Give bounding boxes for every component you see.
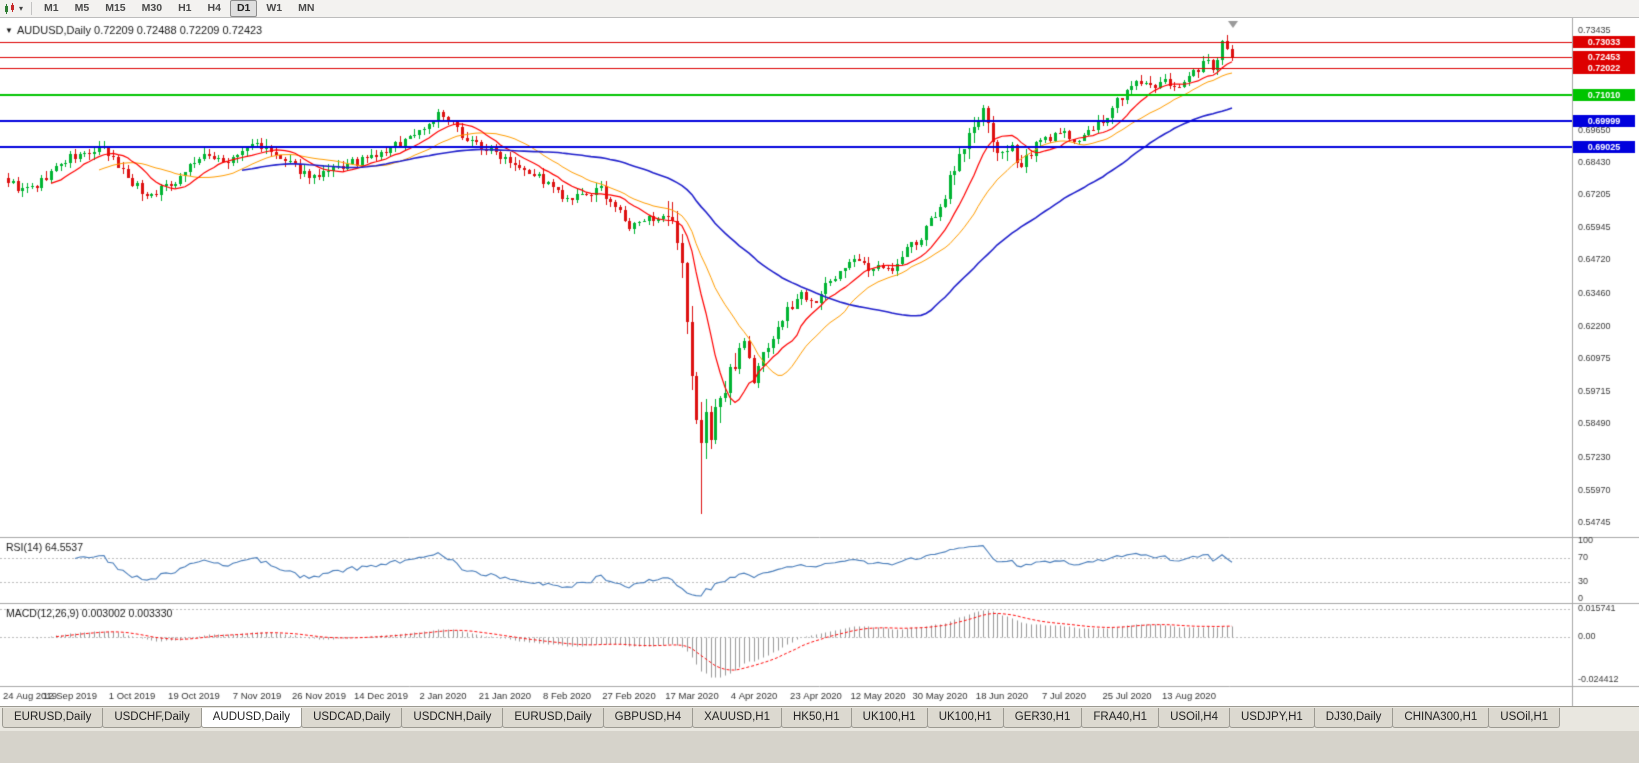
chart-tab[interactable]: USDCNH,Daily <box>401 708 504 728</box>
timeframe-button[interactable]: H1 <box>178 2 192 14</box>
chart-tab[interactable]: GBPUSD,H4 <box>602 708 694 728</box>
chart-tab[interactable]: HK50,H1 <box>780 708 852 728</box>
chart-tab[interactable]: CHINA300,H1 <box>1392 708 1490 728</box>
chart-tab[interactable]: DJ30,Daily <box>1313 708 1394 728</box>
chart-tab-bar: EURUSD,Daily USDCHF,Daily AUDUSD,Daily USDC… <box>0 706 1639 731</box>
timeframe-button[interactable]: M5 <box>74 2 90 14</box>
timeframe-button[interactable]: H4 <box>207 2 221 14</box>
chart-tab[interactable]: AUDUSD,Daily <box>200 708 303 728</box>
chart-tab[interactable]: USDCHF,Daily <box>102 708 202 728</box>
chart-tab[interactable]: XAUUSD,H1 <box>692 708 782 728</box>
timeframe-button[interactable]: M15 <box>105 2 126 14</box>
timeframe-buttons: M1 M5 M15 M30 H1 H4 D1 W1 MN <box>36 0 322 18</box>
chart-tab[interactable]: EURUSD,Daily <box>502 708 604 728</box>
timeframe-button[interactable]: M30 <box>141 2 163 14</box>
toolbar: ▾ M1 M5 M15 M30 H1 H4 D1 W1 MN <box>0 0 1639 18</box>
timeframe-button[interactable]: W1 <box>266 2 283 14</box>
timeframe-button[interactable]: MN <box>298 2 315 14</box>
chart-tab[interactable]: USOil,H1 <box>1488 708 1561 728</box>
timeframe-button[interactable]: M1 <box>44 2 59 14</box>
chart-tab[interactable]: FRA40,H1 <box>1081 708 1160 728</box>
chart-tab[interactable]: GER30,H1 <box>1002 708 1083 728</box>
chart-tab[interactable]: USDJPY,H1 <box>1229 708 1315 728</box>
chart-tab[interactable]: EURUSD,Daily <box>2 708 104 728</box>
chart-type-button[interactable]: ▾ <box>0 1 27 17</box>
chart-tab[interactable]: UK100,H1 <box>850 708 928 728</box>
candlestick-chart-icon <box>5 2 14 14</box>
chart-tab[interactable]: USDCAD,Daily <box>301 708 403 728</box>
chart-tab[interactable]: USOil,H4 <box>1158 708 1230 728</box>
timeframe-button[interactable]: D1 <box>229 0 258 17</box>
trading-chart-canvas[interactable] <box>0 18 1639 706</box>
status-strip <box>0 731 1639 763</box>
chart-tab[interactable]: UK100,H1 <box>926 708 1004 728</box>
dropdown-caret-icon: ▾ <box>19 3 24 13</box>
toolbar-separator <box>31 2 33 15</box>
